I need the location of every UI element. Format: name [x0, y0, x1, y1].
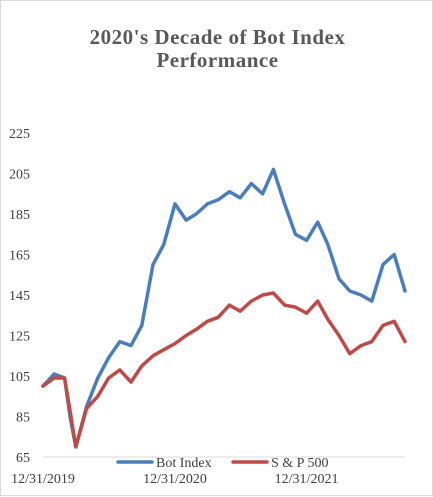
- y-tick-label: 85: [16, 411, 30, 426]
- chart-title-line-2: Performance: [156, 48, 279, 72]
- y-axis: 65 85 105 125 145 165 185 205 225: [9, 127, 30, 466]
- x-tick-label: 12/31/2020: [143, 472, 207, 487]
- series-line-sp500: [41, 291, 407, 449]
- x-tick-label: 12/31/2021: [275, 472, 339, 487]
- series-line-bot-index: [41, 167, 407, 449]
- legend: Bot Index S & P 500: [116, 456, 328, 471]
- x-axis: 12/31/2019 12/31/2020 12/31/2021: [11, 456, 405, 487]
- legend-label: Bot Index: [156, 456, 212, 471]
- y-tick-label: 205: [9, 168, 30, 183]
- y-tick-label: 165: [9, 249, 30, 264]
- series-lines: [41, 167, 407, 449]
- y-tick-label: 65: [16, 451, 30, 466]
- y-tick-label: 125: [9, 330, 30, 345]
- y-tick-label: 185: [9, 208, 30, 223]
- chart-title-line-1: 2020's Decade of Bot Index: [89, 25, 346, 49]
- x-tick-label: 12/31/2019: [11, 472, 75, 487]
- y-tick-label: 145: [9, 289, 30, 304]
- y-tick-label: 225: [9, 127, 30, 142]
- legend-label: S & P 500: [271, 456, 328, 471]
- y-tick-label: 105: [9, 370, 30, 385]
